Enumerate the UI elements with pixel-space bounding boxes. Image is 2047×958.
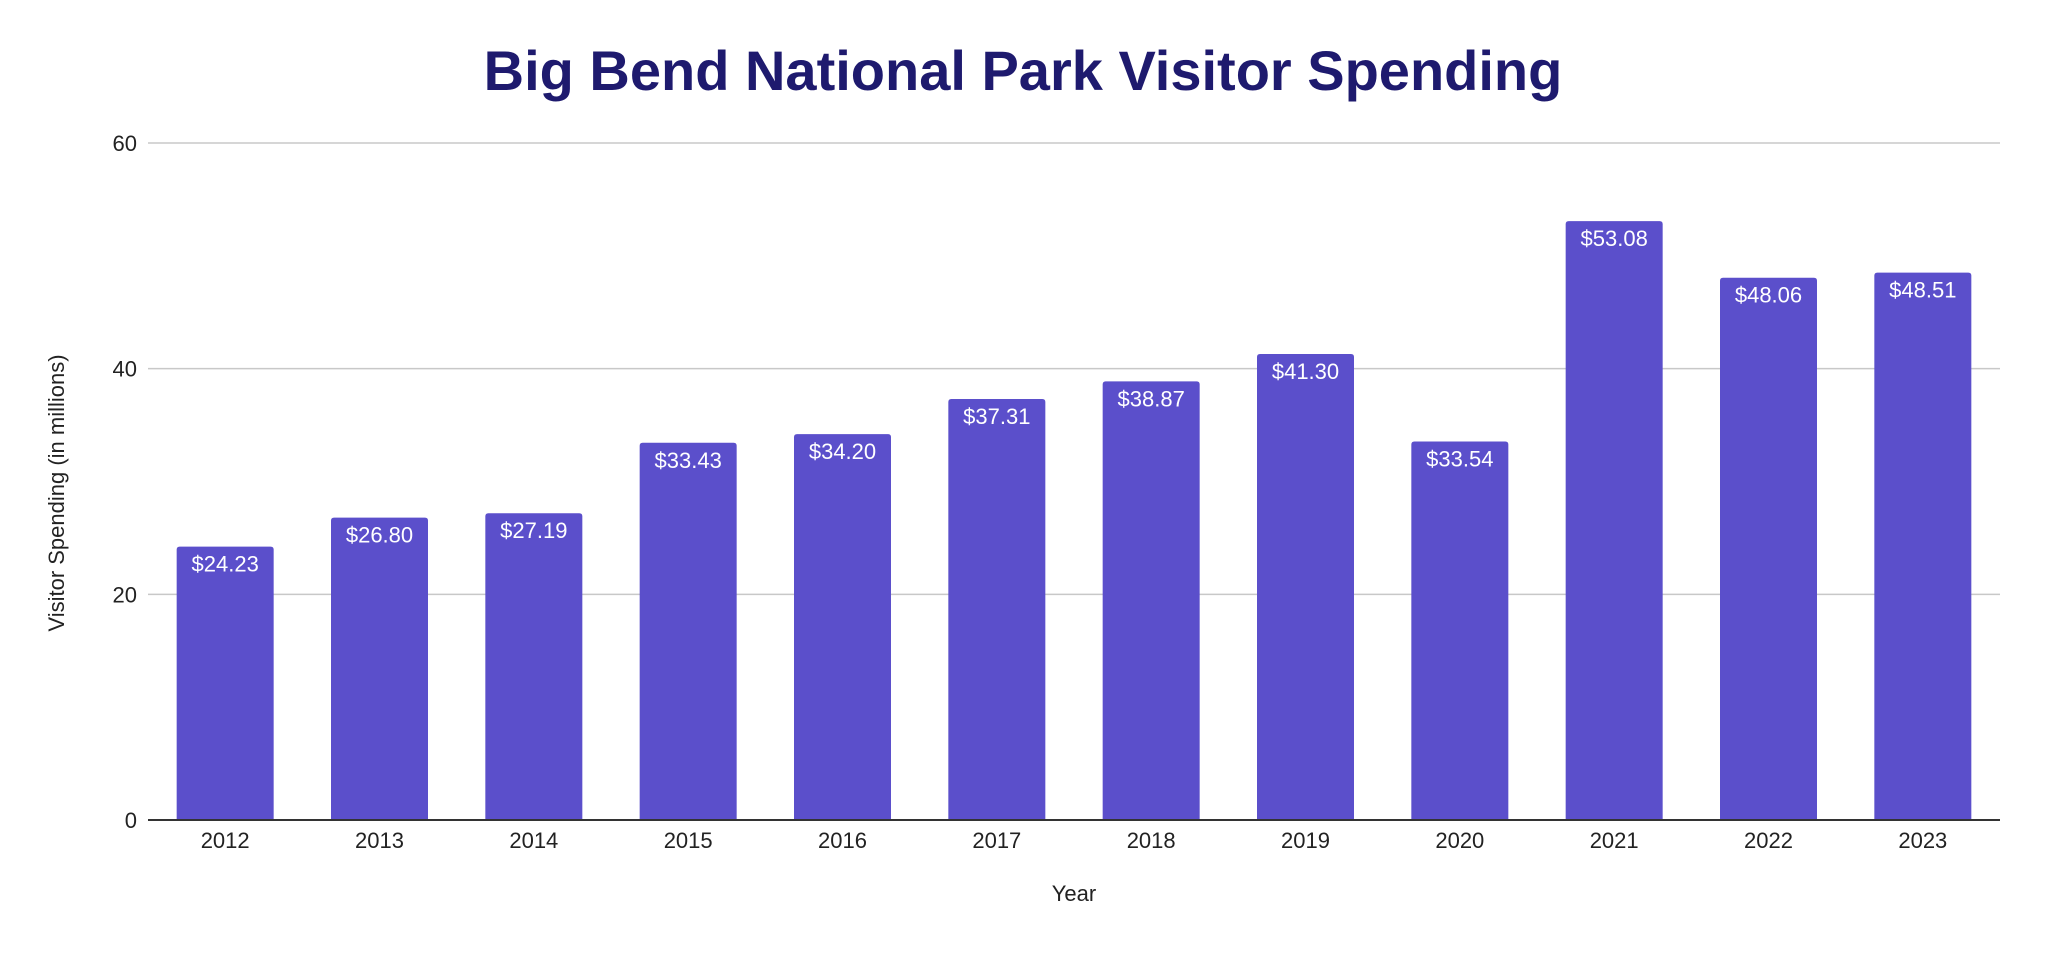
- y-tick-label: 0: [125, 808, 137, 833]
- bar-2016: [794, 434, 891, 820]
- y-axis-ticks: 0 20 40 60: [113, 131, 137, 833]
- x-tick-label: 2015: [664, 828, 713, 853]
- bar-data-label: $53.08: [1581, 226, 1648, 251]
- bar-data-label: $27.19: [500, 518, 567, 543]
- y-axis-title: Visitor Spending (in millions): [44, 354, 69, 631]
- x-axis-title: Year: [1052, 881, 1096, 906]
- bars: [176, 221, 1972, 820]
- bar-data-label: $48.51: [1889, 278, 1956, 303]
- x-tick-label: 2013: [355, 828, 404, 853]
- bar-2012: [176, 546, 274, 820]
- x-tick-label: 2020: [1435, 828, 1484, 853]
- x-tick-label: 2014: [509, 828, 558, 853]
- x-tick-label: 2012: [201, 828, 250, 853]
- x-tick-label: 2022: [1744, 828, 1793, 853]
- bar-2015: [639, 442, 737, 820]
- bar-2013: [331, 517, 428, 820]
- bar-data-label: $41.30: [1272, 359, 1339, 384]
- bar-2018: [1102, 381, 1200, 820]
- y-tick-label: 40: [113, 357, 137, 382]
- bar-data-labels: $24.23 $26.80 $27.19 $33.43 $34.20 $37.31 $38.…: [192, 226, 1957, 577]
- bar-2017: [948, 399, 1046, 820]
- x-tick-label: 2018: [1127, 828, 1176, 853]
- x-tick-label: 2016: [818, 828, 867, 853]
- bar-2020: [1411, 441, 1509, 820]
- bar-2014: [485, 513, 583, 820]
- bar-data-label: $33.43: [655, 448, 722, 473]
- bar-2023: [1874, 272, 1972, 820]
- x-tick-label: 2021: [1590, 828, 1639, 853]
- bar-data-label: $33.54: [1426, 447, 1493, 472]
- bar-data-label: $26.80: [346, 523, 413, 548]
- x-tick-label: 2023: [1898, 828, 1947, 853]
- bar-data-label: $37.31: [963, 404, 1030, 429]
- gridlines: [148, 142, 2000, 596]
- x-tick-label: 2017: [972, 828, 1021, 853]
- bar-data-label: $24.23: [192, 552, 259, 577]
- chart-title: Big Bend National Park Visitor Spending: [484, 39, 1563, 102]
- bar-2022: [1720, 277, 1817, 820]
- bar-data-label: $34.20: [809, 439, 876, 464]
- x-axis-ticks: 2012 2013 2014 2015 2016 2017 2018 2019 2020 2021…: [201, 828, 1948, 853]
- bar-data-label: $48.06: [1735, 283, 1802, 308]
- bar-data-label: $38.87: [1118, 386, 1185, 411]
- x-tick-label: 2019: [1281, 828, 1330, 853]
- bar-2019: [1257, 353, 1354, 820]
- y-tick-label: 20: [113, 582, 137, 607]
- bar-2021: [1565, 221, 1663, 820]
- y-tick-label: 60: [113, 131, 137, 156]
